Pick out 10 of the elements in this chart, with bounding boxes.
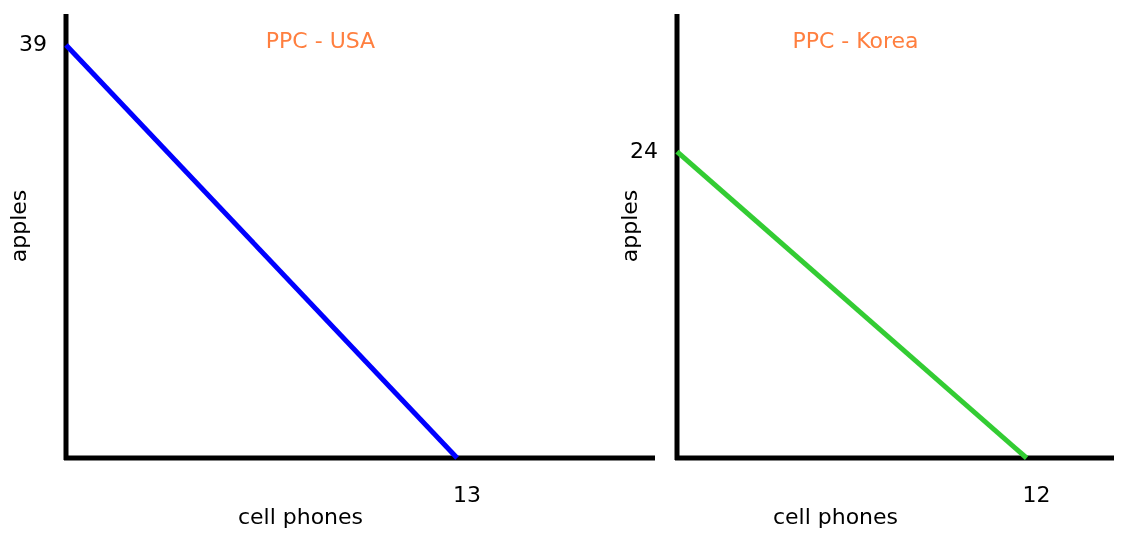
chart-title: PPC - USA bbox=[265, 28, 376, 53]
text: 12 bbox=[1022, 482, 1051, 507]
y-axis-title: apples bbox=[6, 189, 31, 263]
text: 39 bbox=[19, 31, 47, 57]
chart-title: PPC - Korea bbox=[792, 28, 919, 53]
annotation: 24 bbox=[630, 137, 658, 163]
y-axis-title: apples bbox=[617, 189, 642, 263]
x-axis-title: cell phones bbox=[772, 504, 899, 529]
x-axis-title: cell phones bbox=[237, 504, 364, 529]
text: 13 bbox=[453, 482, 482, 507]
